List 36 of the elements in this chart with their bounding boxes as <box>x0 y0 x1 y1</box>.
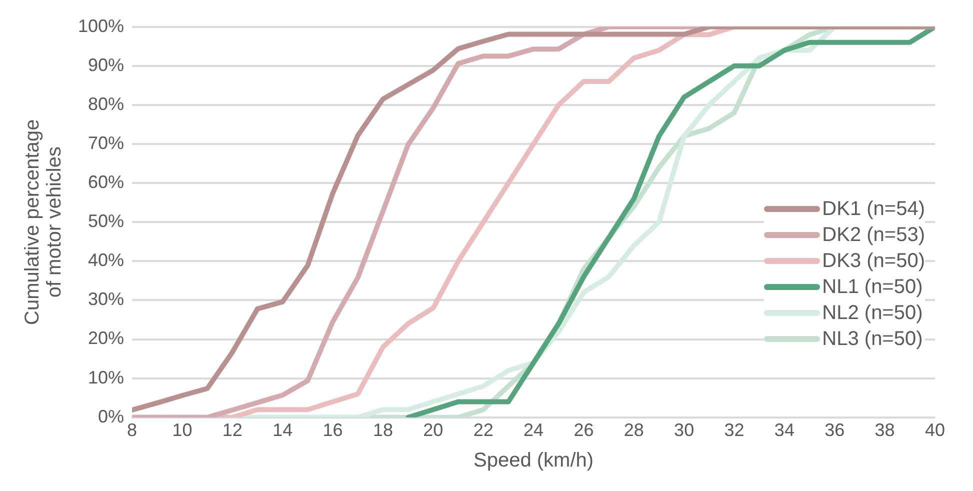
x-tick-label: 34 <box>774 420 794 440</box>
legend-label: DK1 (n=54) <box>822 198 925 220</box>
x-tick-label: 30 <box>674 420 694 440</box>
x-tick-label: 16 <box>322 420 343 440</box>
x-tick-label: 22 <box>473 420 494 440</box>
legend-label: NL3 (n=50) <box>822 328 923 350</box>
y-axis-title: Cumulative percentage of motor vehicles <box>22 119 66 325</box>
x-axis-title: Speed (km/h) <box>473 450 594 472</box>
legend-label: DK2 (n=53) <box>822 224 925 246</box>
y-tick-label: 60% <box>88 172 124 192</box>
x-tick-label: 12 <box>222 420 242 440</box>
x-tick-label: 38 <box>874 420 895 440</box>
y-tick-label: 0% <box>98 406 124 426</box>
x-tick-label: 40 <box>924 420 946 440</box>
x-tick-label: 36 <box>824 420 845 440</box>
x-tick-label: 32 <box>724 420 744 440</box>
y-tick-label: 80% <box>88 94 124 114</box>
y-tick-label: 10% <box>88 367 124 388</box>
x-tick-label: 20 <box>423 420 444 440</box>
x-tick-label: 10 <box>172 420 192 440</box>
x-tick-label: 8 <box>127 420 138 440</box>
legend-label: NL1 (n=50) <box>822 276 923 298</box>
y-tick-label: 20% <box>88 328 124 348</box>
y-tick-label: 30% <box>88 289 124 310</box>
y-tick-label: 90% <box>88 54 124 75</box>
x-tick-label: 24 <box>524 420 544 440</box>
y-tick-label: 70% <box>88 132 124 153</box>
x-tick-label: 26 <box>574 420 594 440</box>
legend-label: NL2 (n=50) <box>822 302 923 324</box>
x-tick-label: 18 <box>372 420 393 440</box>
x-tick-label: 28 <box>624 420 644 440</box>
x-tick-label: 14 <box>272 420 293 440</box>
y-tick-label: 40% <box>88 250 124 270</box>
y-tick-label: 100% <box>78 16 124 36</box>
y-tick-label: 50% <box>88 211 124 232</box>
legend-label: DK3 (n=50) <box>822 250 925 272</box>
